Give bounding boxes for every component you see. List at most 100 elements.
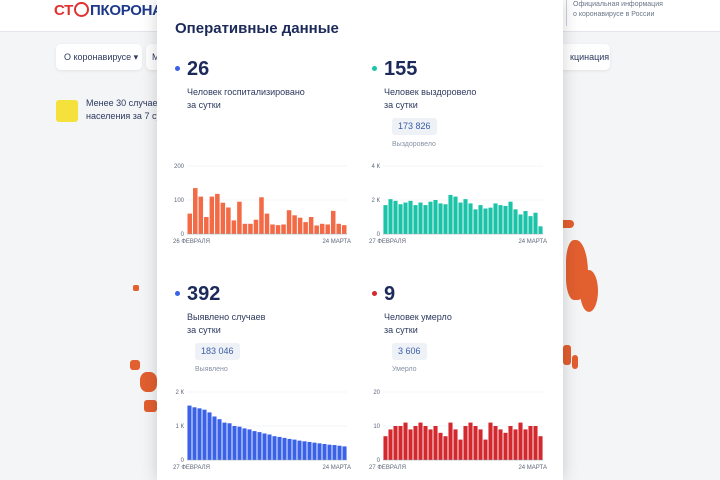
bar[interactable] [303, 222, 308, 234]
bar[interactable] [533, 212, 538, 234]
bar[interactable] [277, 436, 282, 460]
bar[interactable] [473, 426, 478, 460]
bar[interactable] [403, 202, 408, 234]
bar[interactable] [448, 422, 453, 460]
bar[interactable] [403, 422, 408, 460]
bar[interactable] [202, 409, 207, 460]
bar[interactable] [212, 416, 217, 460]
bar[interactable] [308, 217, 314, 234]
bar[interactable] [533, 426, 538, 460]
map-region[interactable] [560, 220, 574, 228]
bar[interactable] [232, 426, 237, 460]
bar[interactable] [433, 426, 438, 460]
map-region[interactable] [130, 360, 140, 370]
bar[interactable] [193, 188, 198, 234]
bar[interactable] [187, 213, 193, 234]
map-region[interactable] [563, 345, 571, 365]
bar[interactable] [319, 223, 325, 234]
bar[interactable] [336, 223, 341, 234]
bar[interactable] [275, 225, 281, 234]
bar[interactable] [398, 204, 403, 234]
bar[interactable] [297, 440, 302, 460]
bar[interactable] [498, 205, 503, 234]
bar[interactable] [264, 213, 270, 234]
bar[interactable] [393, 426, 398, 460]
nav-vaccination[interactable]: кцинация ▾ [556, 44, 610, 70]
bar[interactable] [312, 442, 317, 460]
bar[interactable] [197, 408, 202, 460]
bar[interactable] [443, 204, 448, 234]
bar[interactable] [468, 203, 473, 234]
bar[interactable] [433, 200, 438, 234]
bar[interactable] [259, 197, 264, 234]
bar[interactable] [438, 432, 443, 460]
bar[interactable] [307, 441, 312, 460]
bar[interactable] [468, 422, 473, 460]
bar[interactable] [538, 436, 543, 460]
bar[interactable] [226, 207, 231, 234]
bar[interactable] [428, 429, 433, 460]
map-region[interactable] [144, 400, 157, 412]
nav-about-coronavirus[interactable]: О коронавирусе ▾ [56, 44, 142, 70]
bar[interactable] [523, 211, 528, 234]
bar[interactable] [448, 194, 453, 234]
bar[interactable] [393, 200, 398, 234]
bar[interactable] [538, 226, 543, 234]
bar[interactable] [332, 445, 337, 460]
bar[interactable] [408, 429, 413, 460]
bar[interactable] [282, 437, 287, 460]
bar[interactable] [388, 429, 393, 460]
bar[interactable] [342, 446, 347, 460]
bar[interactable] [498, 429, 503, 460]
bar[interactable] [267, 434, 272, 461]
stopcoronavirus-logo[interactable]: СТ ПКОРОНАВ [54, 2, 174, 19]
bar[interactable] [217, 419, 222, 460]
bar[interactable] [314, 225, 319, 235]
bar[interactable] [488, 207, 493, 234]
bar[interactable] [297, 217, 303, 234]
bar[interactable] [286, 210, 292, 234]
bar[interactable] [227, 423, 232, 460]
bar[interactable] [518, 214, 523, 234]
bar[interactable] [528, 216, 533, 234]
bar[interactable] [493, 426, 498, 460]
bar[interactable] [463, 426, 468, 460]
bar[interactable] [257, 432, 262, 460]
bar[interactable] [528, 426, 533, 460]
bar[interactable] [270, 224, 275, 234]
bar[interactable] [503, 205, 508, 234]
bar[interactable] [237, 426, 242, 460]
bar[interactable] [325, 224, 330, 234]
bar[interactable] [337, 445, 342, 460]
bar[interactable] [222, 422, 227, 460]
bar[interactable] [408, 200, 413, 234]
bar[interactable] [231, 220, 237, 234]
bar[interactable] [458, 439, 463, 460]
bar[interactable] [413, 426, 418, 460]
bar[interactable] [508, 201, 513, 234]
bar[interactable] [428, 201, 433, 234]
bar[interactable] [418, 202, 423, 234]
map-region[interactable] [580, 270, 598, 312]
bar[interactable] [317, 443, 322, 460]
bar[interactable] [413, 205, 418, 234]
bar[interactable] [204, 217, 209, 234]
bar[interactable] [292, 439, 297, 460]
map-region[interactable] [572, 355, 578, 369]
bar[interactable] [388, 199, 393, 234]
bar[interactable] [252, 431, 257, 460]
bar[interactable] [513, 209, 518, 234]
bar[interactable] [209, 196, 215, 234]
bar[interactable] [438, 203, 443, 234]
map-region[interactable] [133, 285, 139, 291]
bar[interactable] [281, 224, 286, 234]
bar[interactable] [453, 196, 458, 234]
map-region[interactable] [140, 372, 157, 392]
bar[interactable] [247, 429, 252, 460]
bar[interactable] [253, 219, 259, 234]
bar[interactable] [453, 429, 458, 460]
bar[interactable] [493, 203, 498, 234]
bar[interactable] [242, 428, 247, 460]
bar[interactable] [187, 405, 192, 460]
bar[interactable] [248, 223, 253, 234]
